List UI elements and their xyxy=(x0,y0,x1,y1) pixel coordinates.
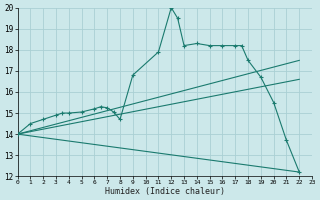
X-axis label: Humidex (Indice chaleur): Humidex (Indice chaleur) xyxy=(105,187,225,196)
